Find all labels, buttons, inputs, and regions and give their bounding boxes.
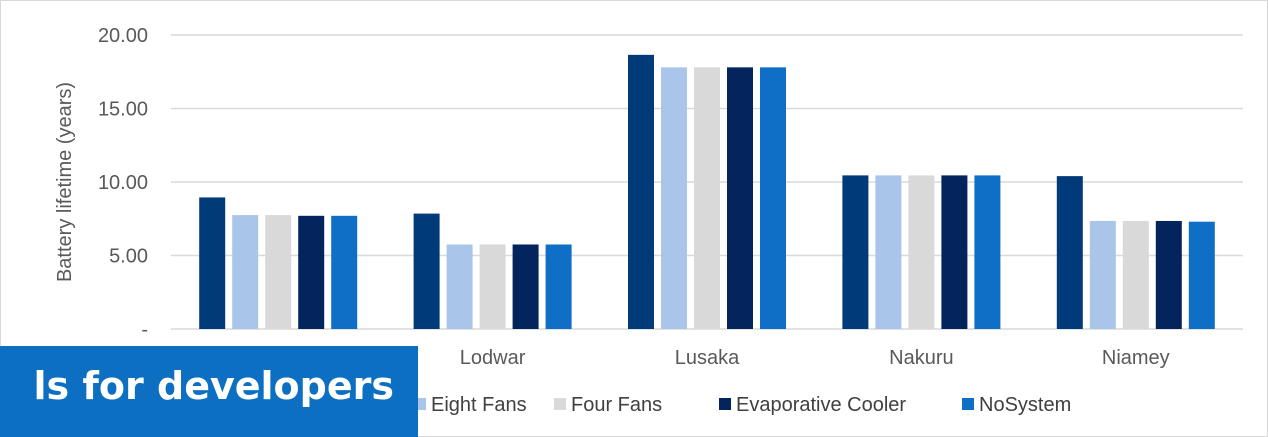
legend-label: Eight Fans xyxy=(431,394,527,416)
bar xyxy=(446,244,473,329)
x-category-label: Lodwar xyxy=(460,347,526,369)
legend-swatch xyxy=(554,398,566,410)
bar xyxy=(1122,220,1149,329)
bar xyxy=(298,215,325,329)
y-tick-label: 10.00 xyxy=(98,172,148,194)
bar xyxy=(479,244,506,329)
bar xyxy=(1056,176,1083,329)
bar xyxy=(875,175,902,329)
legend-swatch xyxy=(719,398,731,410)
bar xyxy=(265,215,292,329)
bar xyxy=(232,215,259,329)
y-tick-label: 20.00 xyxy=(98,25,148,47)
bar xyxy=(1188,221,1215,329)
x-category-label: Nakuru xyxy=(889,347,953,369)
bar xyxy=(628,54,654,329)
bar xyxy=(694,67,720,329)
bar xyxy=(760,67,786,329)
x-axis-category-labels: Lodwar Lusaka Nakuru Niamey xyxy=(460,347,1170,369)
bar xyxy=(545,244,572,329)
legend-label: Four Fans xyxy=(571,394,662,416)
y-tick-label: 15.00 xyxy=(98,99,148,121)
y-tick-label: 5.00 xyxy=(109,246,148,268)
bar xyxy=(908,175,935,329)
y-axis-tick-labels: - 5.00 10.00 15.00 20.00 xyxy=(98,25,148,341)
bar xyxy=(1089,220,1116,329)
y-tick-label: - xyxy=(141,319,148,341)
x-category-label: Lusaka xyxy=(675,347,740,369)
bar xyxy=(941,175,968,329)
bar xyxy=(331,215,358,329)
bar xyxy=(661,67,687,329)
bar xyxy=(1155,220,1182,329)
bar xyxy=(199,197,226,329)
legend-label: Evaporative Cooler xyxy=(736,394,906,416)
legend-swatch xyxy=(962,398,974,410)
bar xyxy=(974,175,1001,329)
y-axis-title: Battery lifetime (years) xyxy=(54,82,76,282)
bar xyxy=(512,244,539,329)
legend-label: NoSystem xyxy=(979,394,1071,416)
bar xyxy=(413,213,440,329)
bar xyxy=(727,67,753,329)
legend: Eight Fans Four Fans Evaporative Cooler NoS… xyxy=(414,394,1071,416)
bar xyxy=(842,175,869,329)
bars xyxy=(199,54,1215,329)
overlay-banner: ls for developers xyxy=(0,346,418,437)
x-category-label: Niamey xyxy=(1102,347,1170,369)
banner-text: ls for developers xyxy=(33,364,394,408)
